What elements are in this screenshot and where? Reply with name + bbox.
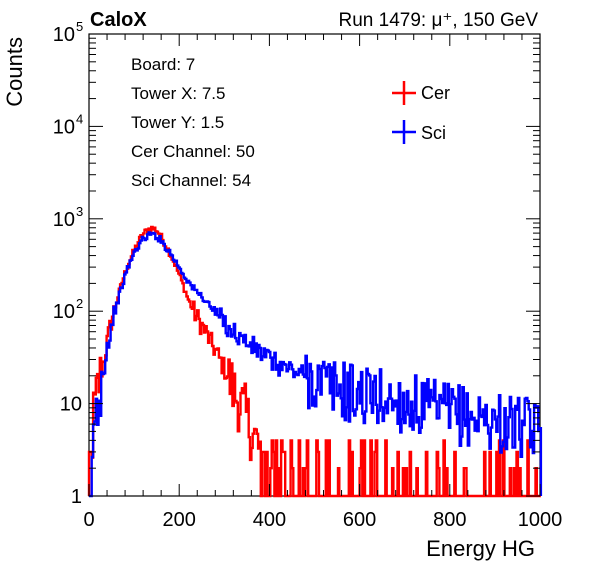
y-tick-label: 10 <box>53 116 75 138</box>
info-box: Board: 7 Tower X: 7.5 Tower Y: 1.5 Cer C… <box>131 55 255 190</box>
info-line-board: Board: 7 <box>131 55 195 74</box>
y-tick-label: 10 <box>53 209 75 231</box>
y-tick-exponent: 2 <box>76 296 83 311</box>
x-axis-title: Energy HG <box>426 536 535 561</box>
info-line-cer-channel: Cer Channel: 50 <box>131 142 255 161</box>
y-tick-label: 1 <box>71 486 82 508</box>
legend: Cer Sci <box>392 81 450 144</box>
experiment-label: CaloX <box>90 9 147 31</box>
x-tick-label: 600 <box>343 509 376 531</box>
info-line-tower-x: Tower X: 7.5 <box>131 84 226 103</box>
info-line-tower-y: Tower Y: 1.5 <box>131 113 224 132</box>
x-tick-label: 0 <box>83 509 94 531</box>
series-cer-line <box>87 225 541 498</box>
x-tick-label: 400 <box>253 509 286 531</box>
plot-frame <box>88 33 541 497</box>
info-line-sci-channel: Sci Channel: 54 <box>131 171 251 190</box>
series-layer <box>87 225 543 498</box>
legend-marker-sci <box>392 120 416 144</box>
y-tick-label: 10 <box>53 24 75 46</box>
run-info-label: Run 1479: μ⁺, 150 GeV <box>339 10 539 31</box>
legend-label-cer: Cer <box>421 83 450 103</box>
x-tick-label: 1000 <box>518 509 563 531</box>
y-tick-label: 10 <box>53 301 75 323</box>
y-tick-label: 10 <box>60 394 82 416</box>
legend-marker-cer <box>392 81 416 105</box>
y-tick-exponent: 5 <box>76 19 83 34</box>
y-axis-title: Counts <box>2 37 27 107</box>
x-tick-label: 800 <box>433 509 466 531</box>
legend-label-sci: Sci <box>421 123 446 143</box>
x-tick-label: 200 <box>163 509 196 531</box>
y-tick-exponent: 4 <box>76 111 83 126</box>
series-sci-line <box>89 231 543 498</box>
y-tick-exponent: 3 <box>76 204 83 219</box>
